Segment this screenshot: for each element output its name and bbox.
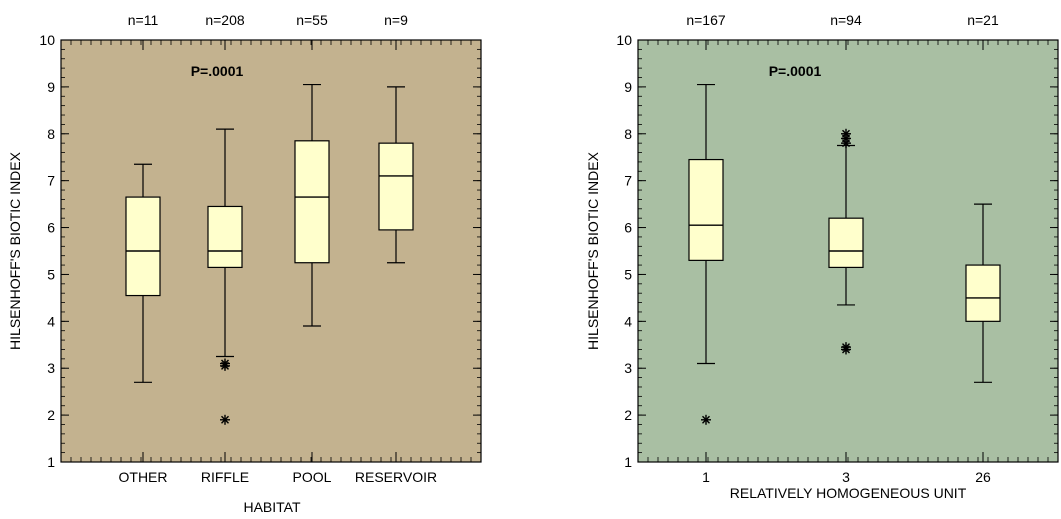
rhu-boxplot-panel: 1 2 3 4 5 6 7 8 9 10 1 n=167 3 n=94 26 n=21 P=.0001 RELAT…	[585, 12, 1059, 501]
y-tick-label: 10	[39, 32, 55, 48]
p-value-annotation: P=.0001	[769, 63, 822, 79]
x-tick-label: POOL	[293, 469, 332, 485]
y-tick-label: 9	[47, 79, 55, 95]
iqr-box	[965, 264, 1001, 322]
sample-size-label: n=21	[967, 12, 999, 28]
y-tick-label: 3	[47, 360, 55, 376]
box-reservoir: RESERVOIR n=9	[355, 12, 437, 485]
sample-size-label: n=167	[686, 12, 726, 28]
y-tick-label: 8	[47, 126, 55, 142]
y-tick-label: 6	[47, 220, 55, 236]
x-tick-label: 1	[702, 469, 710, 485]
y-tick-label: 7	[624, 173, 632, 189]
y-tick-label: 5	[47, 266, 55, 282]
outlier-stroke	[842, 345, 850, 354]
outlier-stroke	[842, 139, 850, 148]
y-axis-title: HILSENHOFF'S BIOTIC INDEX	[585, 151, 601, 350]
iqr-box	[688, 158, 724, 261]
sample-size-label: n=9	[384, 12, 408, 28]
box-riffle: RIFFLE n=208	[201, 12, 249, 485]
box-3: 3 n=94	[828, 12, 864, 485]
outlier-point	[841, 138, 851, 149]
outlier-point	[841, 344, 851, 355]
y-tick-label: 10	[616, 32, 632, 48]
y-tick-label: 2	[624, 407, 632, 423]
y-tick-label: 1	[47, 454, 55, 470]
y-tick-label: 4	[624, 313, 632, 329]
y-axis-title: HILSENHOFF'S BIOTIC INDEX	[7, 151, 23, 350]
outlier-stroke	[702, 415, 710, 424]
y-tick-label: 1	[624, 454, 632, 470]
iqr-box	[125, 196, 161, 297]
y-tick-label: 8	[624, 126, 632, 142]
y-tick-label: 4	[47, 313, 55, 329]
x-tick-label: RIFFLE	[201, 469, 249, 485]
outlier-point	[220, 358, 230, 369]
p-value-annotation: P=.0001	[191, 63, 244, 79]
habitat-boxplot-panel: 1 2 3 4 5 6 7 8 9 10 OTHER n=11 RIFFLE n=208 POOL n=55 R…	[7, 12, 482, 515]
x-tick-label: 3	[842, 469, 850, 485]
y-tick-label: 9	[624, 79, 632, 95]
y-tick-label: 6	[624, 220, 632, 236]
iqr-box	[207, 205, 243, 269]
box-26: 26 n=21	[965, 12, 1001, 485]
sample-size-label: n=11	[128, 12, 159, 28]
sample-size-label: n=208	[205, 12, 245, 28]
x-axis-title: HABITAT	[243, 499, 300, 515]
sample-size-label: n=94	[830, 12, 862, 28]
y-tick-label: 5	[624, 266, 632, 282]
outlier-stroke	[221, 415, 229, 424]
x-axis-title: RELATIVELY HOMOGENEOUS UNIT	[730, 485, 967, 501]
sample-size-label: n=55	[296, 12, 328, 28]
outlier-stroke	[221, 359, 229, 368]
iqr-box	[294, 140, 330, 264]
box-1: 1 n=167	[686, 12, 726, 485]
y-tick-label: 3	[624, 360, 632, 376]
y-tick-label: 7	[47, 173, 55, 189]
plot-area	[60, 39, 482, 463]
x-tick-label: 26	[975, 469, 991, 485]
outlier-point	[220, 414, 230, 425]
iqr-box	[378, 142, 414, 231]
box-pool: POOL n=55	[293, 12, 332, 485]
box-other: OTHER n=11	[119, 12, 168, 485]
y-tick-label: 2	[47, 407, 55, 423]
outlier-point	[701, 414, 711, 425]
x-tick-label: OTHER	[119, 469, 168, 485]
iqr-box	[828, 217, 864, 269]
x-tick-label: RESERVOIR	[355, 469, 437, 485]
